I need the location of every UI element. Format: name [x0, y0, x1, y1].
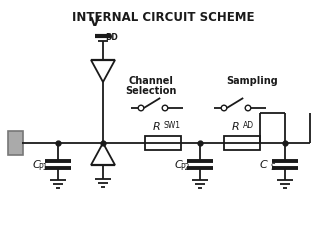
- Circle shape: [221, 105, 227, 111]
- Text: $\mathbf{V}$: $\mathbf{V}$: [89, 16, 101, 29]
- Text: P1: P1: [38, 164, 48, 172]
- Text: Selection: Selection: [125, 86, 177, 96]
- Text: S: S: [270, 164, 275, 172]
- Text: $C$: $C$: [32, 158, 42, 170]
- Text: $C$: $C$: [259, 158, 269, 170]
- Text: INTERNAL CIRCUIT SCHEME: INTERNAL CIRCUIT SCHEME: [72, 11, 254, 24]
- Text: $R$: $R$: [231, 120, 240, 132]
- Text: $R$: $R$: [152, 120, 161, 132]
- Text: DD: DD: [105, 33, 118, 42]
- Circle shape: [162, 105, 168, 111]
- Text: Sampling: Sampling: [226, 76, 278, 86]
- Text: $C$: $C$: [174, 158, 184, 170]
- Text: SW1: SW1: [164, 121, 181, 130]
- Text: Channel: Channel: [128, 76, 173, 86]
- Text: AD: AD: [243, 121, 254, 130]
- Bar: [224, 136, 260, 150]
- Text: P2: P2: [181, 164, 190, 172]
- Circle shape: [138, 105, 144, 111]
- Circle shape: [245, 105, 251, 111]
- Bar: [8, 131, 23, 155]
- Bar: [145, 136, 181, 150]
